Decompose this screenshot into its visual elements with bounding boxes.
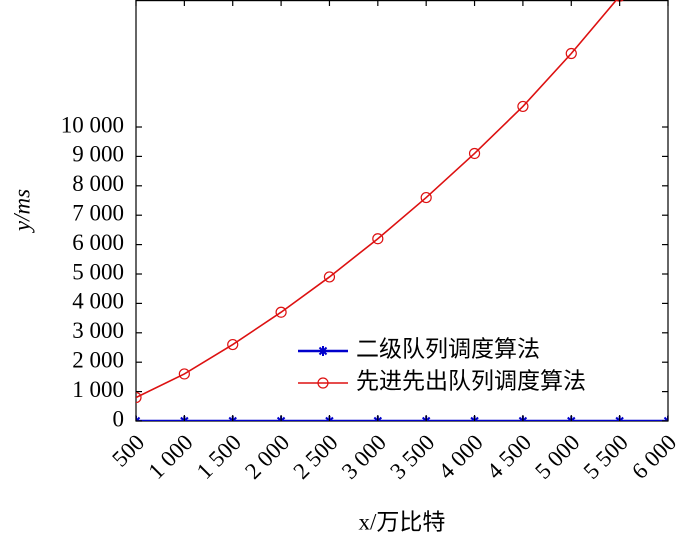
y-axis-label: y/ms: [9, 189, 34, 233]
legend-label: 二级队列调度算法: [356, 336, 540, 361]
x-tick-label: 2 000: [240, 430, 294, 484]
legend-label: 先进先出队列调度算法: [356, 368, 586, 393]
x-tick-label: 2 500: [288, 430, 342, 484]
marker: [275, 306, 287, 318]
y-tick-label: 7 000: [72, 200, 124, 225]
legend-marker: [318, 346, 328, 356]
y-tick-label: 3 000: [72, 318, 124, 343]
x-tick-label: 3 000: [337, 430, 391, 484]
marker: [420, 191, 432, 204]
y-tick-label: 1 000: [72, 377, 124, 402]
y-tick-label: 2 000: [72, 347, 124, 372]
y-tick-label: 10 000: [61, 112, 124, 137]
marker: [468, 147, 481, 160]
y-tick-label: 9 000: [72, 142, 124, 167]
x-tick-label: 1 500: [192, 430, 246, 484]
y-tick-label: 5 000: [72, 259, 124, 284]
y-tick-label: 0: [113, 406, 125, 431]
plot-area: [136, 0, 668, 421]
marker: [565, 47, 577, 60]
x-axis-label: x/万比特: [359, 509, 446, 534]
legend-marker: [317, 377, 329, 389]
x-tick-label: 3 500: [385, 430, 439, 484]
x-tick-label: 5 500: [579, 430, 633, 484]
marker: [517, 100, 529, 113]
y-tick-label: 6 000: [72, 230, 124, 255]
x-tick-label: 6 000: [627, 430, 681, 484]
legend-marker: [318, 346, 328, 356]
legend-marker: [317, 377, 329, 389]
marker: [227, 338, 239, 351]
series-line: [136, 0, 618, 399]
marker: [372, 233, 384, 245]
marker: [178, 368, 190, 380]
marker: [136, 391, 142, 404]
x-tick-label: 5 000: [530, 430, 584, 484]
marker: [323, 271, 336, 283]
x-tick-label: 1 000: [143, 430, 197, 484]
y-tick-label: 4 000: [72, 289, 124, 314]
x-tick-label: 4 500: [482, 430, 536, 484]
x-tick-label: 4 000: [434, 430, 488, 484]
y-tick-label: 8 000: [72, 171, 124, 196]
